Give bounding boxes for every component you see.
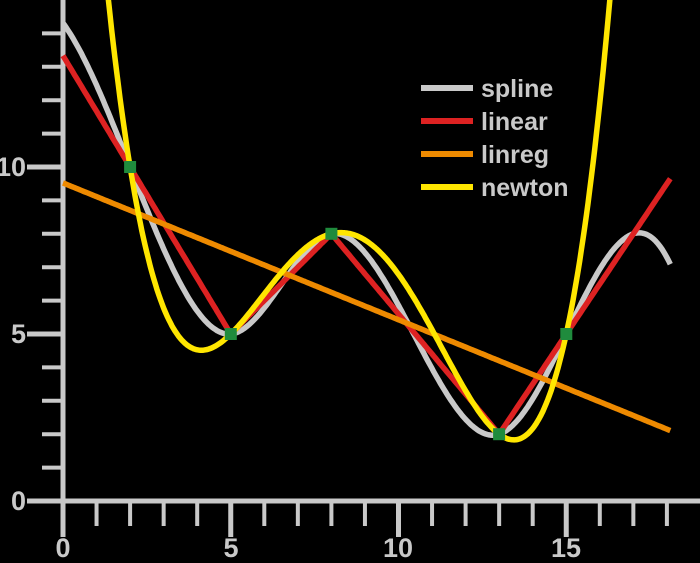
legend-item-newton: newton: [421, 174, 569, 202]
data-point-marker: [224, 328, 237, 340]
legend-item-linreg: linreg: [421, 141, 549, 169]
y-tick-label-10: 10: [0, 152, 26, 182]
x-tick-label-0: 0: [55, 533, 70, 563]
legend-label-newton: newton: [481, 174, 569, 202]
legend-item-linear: linear: [421, 108, 548, 136]
legend: spline linear linreg newton: [421, 75, 569, 202]
x-tick-labels: 0 5 10 15: [55, 533, 581, 563]
spline-curve: [60, 21, 673, 438]
data-point-marker: [493, 428, 506, 441]
data-points: [124, 161, 573, 441]
legend-label-linear: linear: [481, 108, 548, 136]
x-tick-label-5: 5: [223, 533, 238, 563]
y-tick-label-5: 5: [11, 319, 26, 349]
x-tick-label-15: 15: [551, 533, 581, 563]
data-point-marker: [124, 161, 137, 173]
data-point-marker: [325, 227, 338, 240]
newton-curve: [105, 0, 613, 443]
data-point-marker: [560, 328, 573, 340]
linreg-curve: [61, 180, 672, 434]
legend-label-linreg: linreg: [481, 141, 549, 169]
legend-item-spline: spline: [421, 75, 553, 103]
linear-curve: [60, 54, 673, 437]
legend-label-spline: spline: [481, 75, 553, 103]
y-tick-labels: 0 5 10: [0, 152, 26, 516]
x-tick-label-10: 10: [383, 533, 413, 563]
curves: [60, 0, 673, 443]
axis-ticks: [27, 31, 669, 537]
y-tick-label-0: 0: [11, 486, 26, 516]
